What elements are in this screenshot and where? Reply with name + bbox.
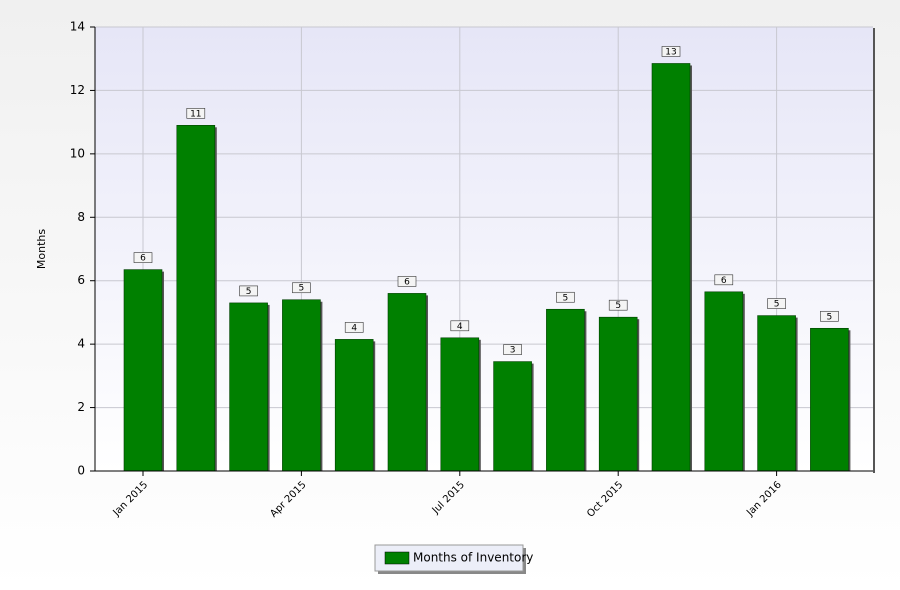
legend: Months of Inventory (374, 544, 533, 574)
value-label-box (292, 282, 311, 294)
value-label: 5 (774, 300, 780, 310)
y-tick-label: 10 (70, 146, 85, 160)
value-label: 5 (615, 301, 621, 311)
y-tick-label: 0 (77, 464, 85, 478)
value-label: 5 (299, 284, 305, 294)
y-axis-label: Months (35, 229, 48, 269)
bar (334, 339, 374, 472)
value-label: 13 (665, 47, 676, 57)
value-label-box (186, 108, 206, 119)
value-label: 4 (351, 323, 357, 333)
bar (176, 125, 216, 472)
value-label: 5 (563, 293, 569, 303)
y-tick-label: 4 (77, 337, 85, 351)
value-label: 6 (140, 254, 146, 264)
bar (440, 337, 480, 472)
value-label-box (767, 298, 786, 309)
value-label-box (608, 299, 628, 311)
y-tick-label: 8 (77, 210, 85, 224)
value-label: 11 (190, 109, 201, 119)
bar (229, 302, 268, 472)
value-label: 4 (457, 322, 463, 332)
y-tick-label: 14 (70, 20, 85, 34)
y-tick-label: 2 (77, 400, 85, 414)
bar (704, 291, 744, 472)
value-label-box (820, 310, 839, 322)
value-label-box (133, 252, 153, 263)
bar (282, 299, 321, 472)
value-label-box (397, 276, 417, 287)
value-label-box (239, 285, 258, 297)
bar (810, 327, 849, 472)
value-label-box (661, 46, 681, 57)
value-label: 6 (721, 276, 727, 286)
bar (598, 316, 638, 472)
value-label-box (344, 322, 364, 333)
value-label: 5 (827, 312, 833, 322)
value-label: 6 (404, 277, 410, 287)
bar (387, 293, 427, 472)
value-label-box (714, 274, 734, 286)
bar (493, 361, 532, 472)
bar (651, 63, 691, 472)
legend-label: Months of Inventory (413, 551, 533, 565)
bar (546, 308, 585, 472)
value-label-box (503, 344, 522, 355)
bar (123, 269, 163, 472)
y-tick-label: 6 (77, 273, 85, 287)
value-label: 5 (246, 287, 252, 297)
value-label-box (556, 291, 575, 303)
y-tick-label: 12 (70, 83, 85, 97)
value-label-box (450, 320, 470, 332)
bar (757, 315, 796, 472)
value-label: 3 (510, 346, 516, 356)
legend-swatch (384, 551, 410, 565)
